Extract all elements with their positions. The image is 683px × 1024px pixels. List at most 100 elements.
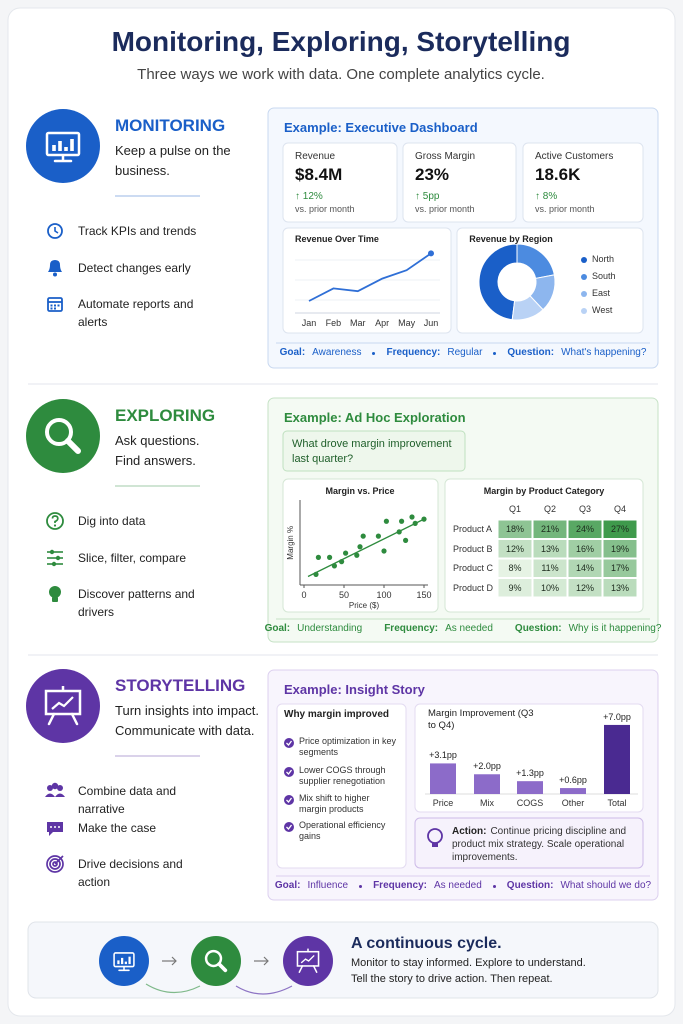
column-header: Q4 [613, 504, 626, 514]
item-icon [50, 826, 52, 828]
footer-value: What's happening? [561, 347, 647, 358]
icon-shape [204, 949, 223, 968]
section-icon [26, 399, 100, 473]
kpi-note: vs. prior month [535, 204, 595, 214]
icon-shape [70, 712, 79, 726]
item-icon [47, 785, 53, 791]
item-icon [50, 307, 53, 310]
item-icon [47, 297, 63, 312]
row-label: Product C [453, 563, 494, 573]
item-icon [49, 586, 61, 598]
cell-label: 13% [610, 582, 629, 593]
item-label: Combine data and narrative [78, 784, 177, 816]
reason-text: Price optimization in key segments [299, 736, 397, 757]
column-header: Q2 [543, 504, 556, 514]
cell-label: 18% [505, 524, 524, 534]
icon-shape [117, 960, 120, 965]
heat-cell [602, 519, 638, 539]
legend-swatch [581, 308, 587, 314]
footer-label: Goal: [264, 623, 291, 634]
heat-cell [567, 539, 603, 559]
donut-slice [478, 243, 518, 321]
cell-label: 8% [508, 563, 522, 573]
footer-label: Goal: [274, 880, 301, 891]
footer-label: Frequency: [386, 347, 441, 358]
legend-label: East [592, 288, 611, 298]
bar-value-label: +3.1pp [429, 750, 457, 761]
item-icon [54, 227, 59, 234]
scatter-point [381, 548, 387, 554]
item-icon [52, 861, 58, 867]
item-label: Make the case [78, 821, 157, 835]
cell-label: 10% [540, 582, 559, 593]
question-text: What drove margin improvement last quart… [292, 438, 452, 465]
scatter-point [331, 563, 337, 569]
footer-value: Why is it happening? [568, 623, 662, 634]
cell-label: 27% [610, 524, 629, 534]
legend-label: South [592, 271, 616, 281]
scatter-point [409, 514, 415, 520]
bar [430, 763, 456, 794]
icon-shape [52, 145, 56, 151]
x-tick-label: Mix [480, 798, 494, 808]
icon-shape [64, 147, 68, 151]
page-title: Monitoring, Exploring, Storytelling [111, 26, 571, 57]
x-tick-label: May [398, 318, 416, 328]
bulb-icon [432, 843, 438, 847]
cell-label: 24% [575, 524, 594, 534]
item-icon [57, 304, 60, 307]
bar [517, 781, 543, 794]
x-tick-label: Price [432, 798, 454, 808]
cycle-text: Monitor to stay informed. Explore to und… [351, 957, 586, 969]
cycle-curve [145, 983, 201, 994]
icon-shape [121, 957, 124, 965]
icon-shape [47, 712, 56, 726]
scatter-point [357, 544, 363, 550]
section-tagline: Turn insights into impact. Communicate w… [115, 703, 260, 738]
card [414, 703, 644, 813]
scatter-point [383, 518, 389, 524]
kpi-label: Active Customers [535, 151, 614, 162]
example-title: Example: Executive Dashboard [284, 120, 478, 135]
scatter-point [360, 533, 366, 539]
x-tick-label: Feb [325, 318, 342, 328]
bar-value-label: +7.0pp [603, 711, 631, 722]
scatter-point [399, 518, 405, 524]
kpi-change: ↑ 12% [295, 191, 323, 202]
x-tick-label: COGS [516, 798, 544, 808]
cycle-text: Tell the story to drive action. Then rep… [351, 973, 553, 985]
action-body: Continue pricing discipline and product … [452, 826, 627, 863]
footer-value: Influence [307, 880, 349, 891]
icon-shape [300, 954, 315, 964]
item-icon [54, 855, 64, 865]
bar [604, 724, 630, 794]
x-tick-label: Total [607, 798, 627, 808]
column-header: Q1 [508, 504, 521, 514]
cell-label: 19% [610, 543, 629, 554]
cell-label: 11% [541, 563, 559, 573]
section-icon [26, 109, 100, 183]
item-icon [45, 793, 55, 797]
scatter-point [354, 552, 360, 558]
check-icon [284, 822, 294, 832]
item-icon [54, 307, 56, 310]
line-end-point [428, 250, 434, 257]
row-label: Product A [453, 524, 493, 534]
footer-label: Question: [514, 623, 562, 634]
cycle-title: A continuous cycle. [351, 935, 502, 952]
scatter-point [375, 533, 381, 539]
heat-cell [532, 539, 568, 559]
line-series [308, 252, 432, 302]
kpi-change: ↑ 5pp [415, 191, 440, 202]
x-tick-label: Jun [423, 318, 439, 328]
chart-title: Revenue by Region [469, 234, 553, 244]
heat-cell [497, 578, 533, 598]
chart-title: Margin vs. Price [325, 486, 395, 496]
scatter-point [315, 554, 321, 560]
section-tagline: Ask questions. Find answers. [115, 433, 200, 468]
separator-dot [359, 884, 363, 888]
footer-label: Goal: [279, 347, 306, 358]
